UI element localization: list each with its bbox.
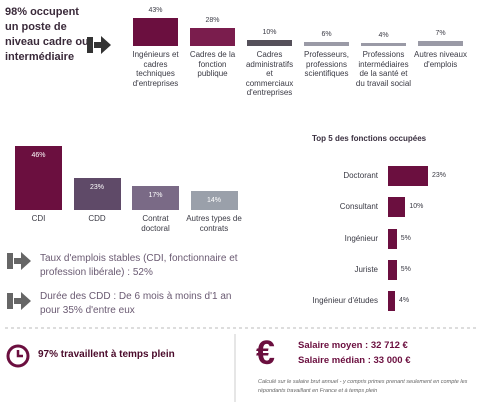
value-label: 5% [400,265,411,273]
separator [5,327,478,329]
value-label: 23% [432,172,447,179]
category-label: Cadres administratifs et commerciaux d'e… [245,50,294,97]
value-label: 23% [89,184,104,192]
bar [304,42,349,46]
bar [132,186,179,210]
value-label: 28% [205,16,220,24]
category-label: Consultant [339,202,378,212]
bar [361,43,406,46]
value-label: 4% [398,297,410,305]
bar [388,197,406,218]
category-label: Autres niveaux d'emplois [414,50,467,69]
arrow-icon [87,36,111,54]
category-label: Ingénieur d'études [312,296,378,306]
bar [190,190,238,210]
divider [234,334,236,402]
bar [190,27,235,46]
arrow-icon [7,252,31,270]
value-label: 46% [31,152,46,160]
bar [388,291,395,312]
category-label: Ingénieurs et cadres techniques d'entrep… [132,50,179,88]
value-label: 43% [148,7,163,15]
value-label: 17% [148,192,163,200]
bar [388,166,429,186]
cdd-duration: Durée des CDD : De 6 mois à moins d'1 an… [40,291,232,316]
value-label: 6% [321,31,332,39]
category-label: Juriste [354,264,378,274]
category-label: Contrat doctoral [141,214,170,233]
clock-icon [6,344,30,368]
currency-icon: € [256,334,275,372]
footnote: Calculé sur le salaire brut annuel - y c… [258,379,468,394]
salary-median: Salaire médian : 33 000 € [298,355,411,366]
value-label: 7% [435,30,446,38]
value-label: 10% [409,203,424,211]
stable-jobs: Taux d'emplois stables (CDI, fonctionnai… [40,253,238,278]
category-label: Cadres de la fonction publique [189,50,236,78]
category-label: Autres types de contrats [186,214,242,233]
category-label: CDD [88,214,106,223]
intro-text: 98% occupent un poste de niveau cadre ou… [5,6,89,63]
bar [73,178,121,210]
value-label: 4% [378,32,389,40]
category-label: Doctorant [343,171,378,180]
salary-mean: Salaire moyen : 32 712 € [298,340,408,351]
bar [388,259,397,280]
category-label: CDI [31,214,46,223]
arrow-icon [7,292,31,310]
bar [247,39,292,46]
category-label: Ingénieur [344,233,378,243]
bar [418,41,463,46]
bar [388,228,397,249]
category-label: Professeurs, professions scientifiques [304,50,349,78]
value-label: 10% [262,28,277,36]
category-label: Professions intermédiaires de la santé e… [355,50,412,88]
chart-title: Top 5 des fonctions occupées [312,134,427,143]
value-label: 5% [400,234,411,242]
bar [133,18,178,46]
full-time: 97% travaillent à temps plein [38,349,175,360]
value-label: 14% [206,196,221,204]
bar [15,146,62,210]
